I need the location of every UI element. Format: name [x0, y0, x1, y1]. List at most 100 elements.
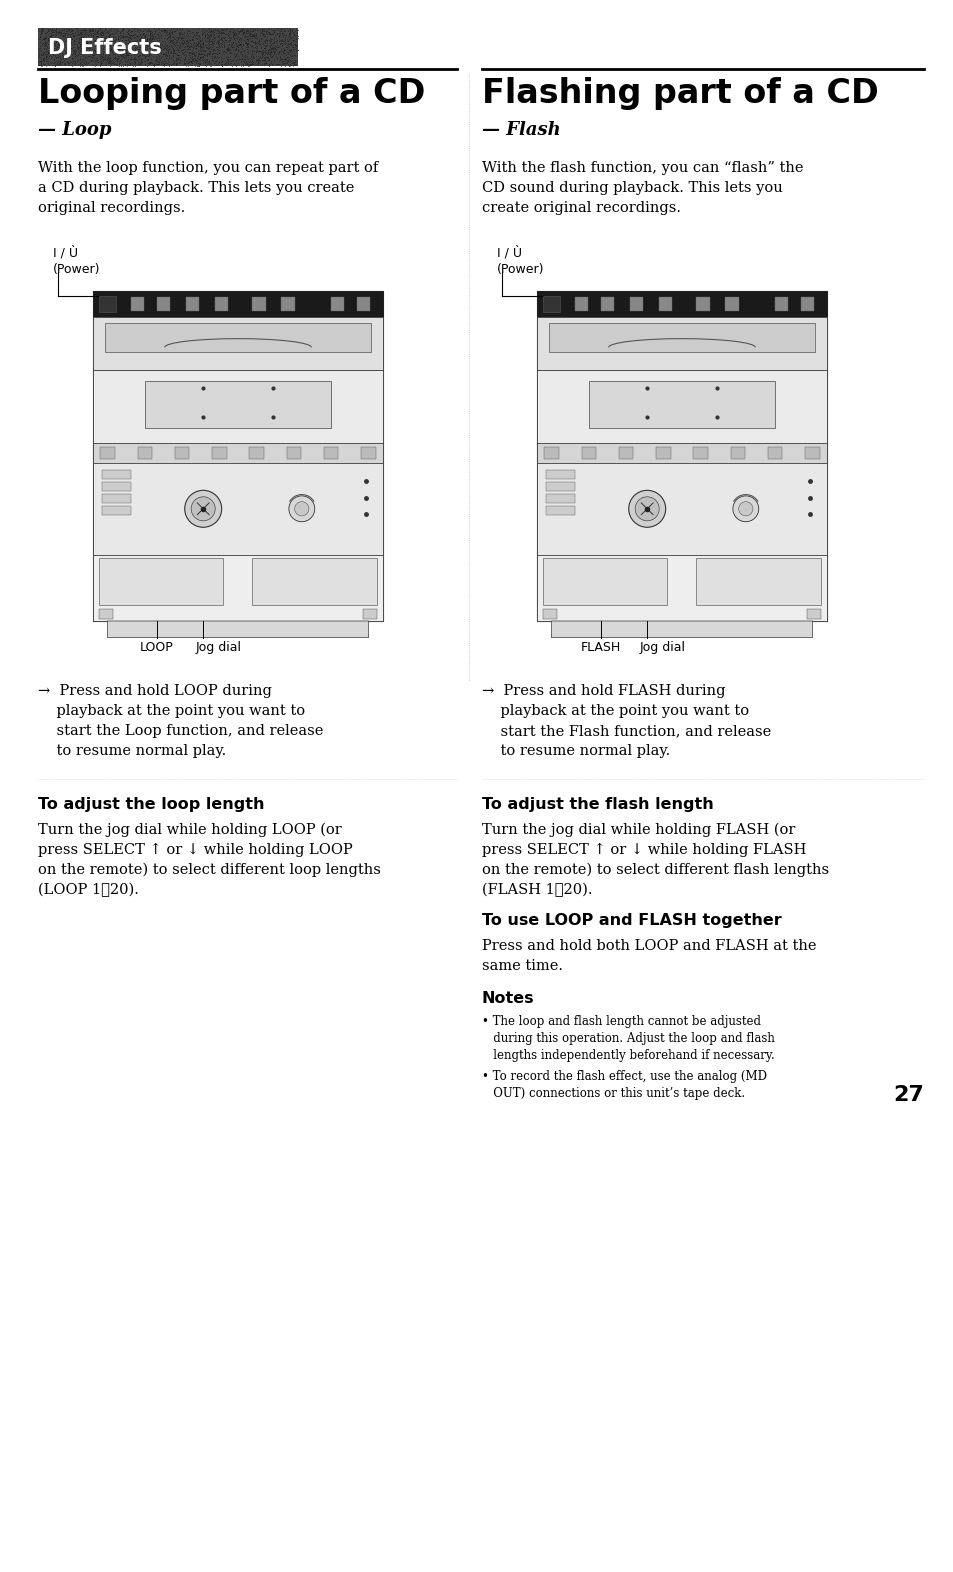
Point	[109, 30, 124, 55]
Point	[116, 33, 132, 58]
Point	[134, 33, 150, 58]
Point	[280, 39, 295, 64]
Point	[53, 38, 69, 63]
Point	[55, 36, 71, 61]
Point	[181, 17, 196, 42]
Point	[247, 30, 262, 55]
Point	[85, 19, 100, 44]
Point	[147, 27, 162, 52]
Point	[288, 27, 303, 52]
Point	[79, 19, 94, 44]
Point	[238, 52, 253, 77]
Point	[115, 44, 131, 69]
Point	[219, 38, 234, 63]
Point	[136, 20, 152, 46]
Point	[159, 39, 174, 64]
Point	[214, 25, 230, 50]
Point	[285, 39, 300, 64]
Point	[83, 31, 98, 57]
Point	[195, 31, 211, 57]
Point	[179, 33, 194, 58]
Point	[100, 41, 115, 66]
Point	[51, 22, 66, 47]
Point	[219, 38, 234, 63]
Point	[38, 39, 53, 64]
Point	[132, 46, 148, 71]
Point	[149, 25, 164, 50]
Point	[77, 19, 92, 44]
Point	[73, 28, 89, 53]
Point	[233, 35, 249, 60]
Point	[81, 22, 96, 47]
Point	[251, 25, 266, 50]
Point	[118, 39, 133, 64]
Point	[278, 42, 294, 68]
Point	[103, 25, 118, 50]
Point	[91, 47, 106, 72]
Point	[35, 47, 51, 72]
Point	[275, 22, 291, 47]
Point	[164, 36, 179, 61]
Point	[143, 41, 158, 66]
Point	[225, 30, 240, 55]
Point	[244, 52, 259, 77]
Point	[175, 31, 191, 57]
Bar	[724, 297, 738, 311]
Point	[36, 39, 51, 64]
Point	[119, 39, 134, 64]
Point	[102, 44, 117, 69]
Point	[141, 27, 156, 52]
Point	[35, 47, 51, 72]
Point	[200, 24, 215, 49]
Point	[95, 42, 111, 68]
Point	[95, 33, 111, 58]
Point	[248, 39, 263, 64]
Point	[209, 41, 224, 66]
Point	[272, 17, 287, 42]
Point	[102, 49, 117, 74]
Point	[283, 25, 298, 50]
Point	[71, 22, 87, 47]
Point	[132, 36, 147, 61]
Point	[256, 39, 272, 64]
Point	[74, 24, 90, 49]
Point	[238, 30, 253, 55]
Point	[212, 39, 227, 64]
Point	[142, 19, 157, 44]
Point	[52, 49, 68, 74]
Point	[110, 38, 125, 63]
Point	[274, 52, 290, 77]
Point	[160, 49, 175, 74]
Point	[225, 30, 240, 55]
Point	[197, 49, 213, 74]
Point	[203, 42, 218, 68]
Point	[174, 16, 190, 41]
Point	[63, 30, 78, 55]
Point	[128, 35, 143, 60]
Point	[210, 38, 225, 63]
Point	[258, 27, 274, 52]
Point	[109, 47, 124, 72]
Point	[263, 22, 278, 47]
Point	[144, 36, 159, 61]
Point	[232, 25, 247, 50]
Point	[33, 17, 49, 42]
Point	[137, 35, 152, 60]
Point	[127, 30, 142, 55]
Point	[169, 46, 184, 71]
Point	[235, 22, 251, 47]
Point	[115, 31, 131, 57]
Point	[81, 25, 96, 50]
Point	[172, 33, 187, 58]
Point	[237, 44, 253, 69]
Point	[261, 28, 276, 53]
Point	[231, 46, 246, 71]
Point	[72, 50, 88, 75]
Point	[33, 50, 49, 75]
Point	[59, 17, 74, 42]
Point	[186, 28, 201, 53]
Point	[62, 28, 77, 53]
Point	[66, 17, 81, 42]
Point	[157, 17, 172, 42]
Point	[38, 44, 53, 69]
